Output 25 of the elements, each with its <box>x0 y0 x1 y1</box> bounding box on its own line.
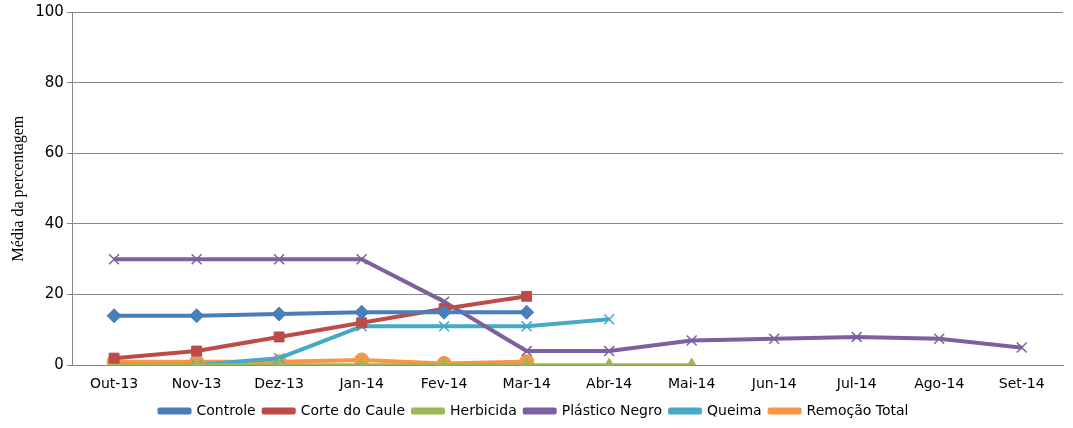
y-tick-label: 60 <box>44 143 64 162</box>
x-tick-label: Abr-14 <box>586 375 633 392</box>
legend-label: Queima <box>707 401 762 418</box>
x-tick-label: Jul-14 <box>835 375 877 392</box>
y-tick-label: 80 <box>44 72 64 91</box>
y-tick-label: 40 <box>44 213 64 232</box>
y-tick-label: 100 <box>35 1 64 20</box>
x-tick-label: Fev-14 <box>420 375 468 392</box>
legend-label: Remoção Total <box>806 401 909 418</box>
y-tick-label: 20 <box>44 284 64 303</box>
x-tick-label: Jan-14 <box>338 375 384 392</box>
x-tick-label: Nov-13 <box>171 375 222 392</box>
y-axis-title: Média da percentagem <box>8 115 27 262</box>
x-tick-label: Out-13 <box>89 375 139 392</box>
x-tick-label: Mar-14 <box>502 375 551 392</box>
x-tick-label: Jun-14 <box>750 375 797 392</box>
x-tick-label: Set-14 <box>998 375 1045 392</box>
x-tick-label: Dez-13 <box>254 375 304 392</box>
legend-label: Herbicida <box>449 401 517 418</box>
x-tick-label: Mai-14 <box>667 375 716 392</box>
legend-label: Plástico Negro <box>561 401 663 418</box>
y-tick-label: 0 <box>54 355 64 374</box>
legend-label: Corte do Caule <box>300 401 405 418</box>
legend-label: Controle <box>196 401 256 418</box>
x-tick-label: Ago-14 <box>914 375 965 392</box>
